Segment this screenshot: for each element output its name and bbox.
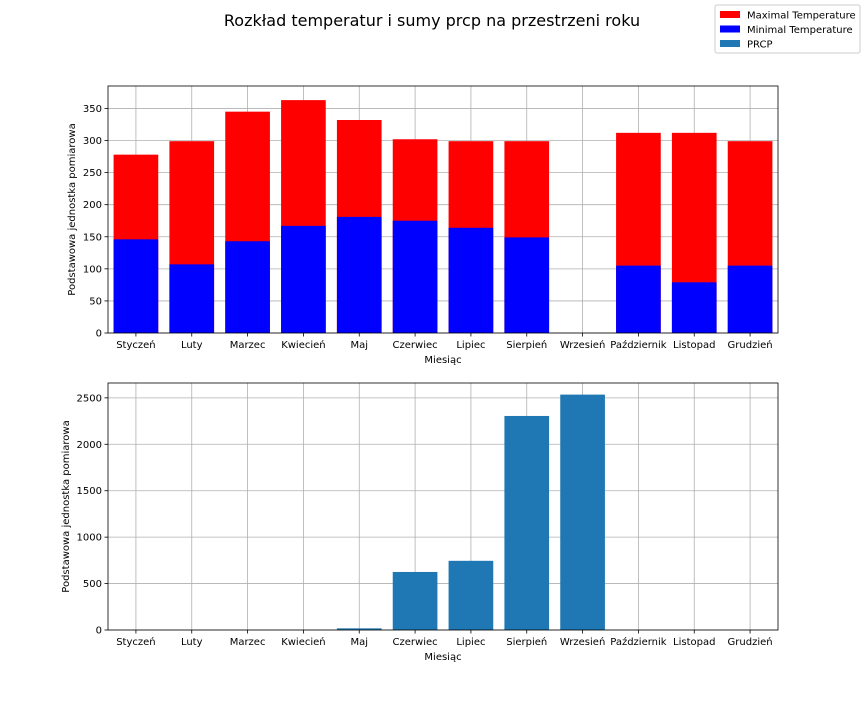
y-tick-label: 100 <box>83 264 102 275</box>
x-tick-label: Wrzesień <box>560 339 605 351</box>
y-tick-label: 200 <box>83 200 102 211</box>
bar-minimal-temperature <box>336 216 382 333</box>
x-tick-label: Marzec <box>230 340 266 351</box>
x-tick-label: Luty <box>181 340 203 351</box>
x-tick-label: Wrzesień <box>560 636 605 648</box>
y-axis-label: Podstawowa jednostka pomiarowa <box>61 420 72 592</box>
legend-swatch <box>720 11 740 18</box>
x-tick-label: Maj <box>350 637 368 648</box>
y-tick-label: 150 <box>83 232 102 243</box>
temperature-plot: 0 50 100 150 200 250 300 350 Styczeń Luty Marzec Kw… <box>67 85 779 366</box>
x-tick-label: Lipiec <box>456 340 485 351</box>
x-tick-label: Listopad <box>673 637 715 648</box>
x-tick-label: Kwiecień <box>281 636 325 648</box>
bar-minimal-temperature <box>225 241 270 333</box>
bar-minimal-temperature <box>169 264 215 333</box>
x-tick-label: Listopad <box>673 340 715 351</box>
legend-label: Maximal Temperature <box>747 11 856 22</box>
bar-prcp <box>504 415 550 630</box>
bar-prcp <box>392 571 438 630</box>
x-tick-label: Sierpień <box>506 339 547 351</box>
legend-swatch <box>720 40 740 47</box>
bar-prcp <box>560 394 605 630</box>
legend-label: PRCP <box>747 40 773 51</box>
y-tick-label: 350 <box>83 104 102 115</box>
x-tick-label: Październik <box>610 339 667 351</box>
bar-minimal-temperature <box>113 239 159 333</box>
bar-minimal-temperature <box>727 265 773 333</box>
bar-minimal-temperature <box>671 282 717 333</box>
legend-frame <box>714 4 861 54</box>
y-tick-label: 50 <box>89 296 102 307</box>
axes-frame <box>107 382 779 631</box>
bar-minimal-temperature <box>504 237 550 333</box>
bar-prcp <box>336 628 382 630</box>
y-tick-label: 2000 <box>77 440 102 451</box>
x-tick-label: Lipiec <box>456 637 485 648</box>
x-tick-label: Sierpień <box>506 636 547 648</box>
y-tick-label: 1000 <box>77 533 102 544</box>
x-tick-label: Grudzień <box>728 339 773 351</box>
y-axis-label: Podstawowa jednostka pomiarowa <box>67 123 78 295</box>
bar-minimal-temperature <box>392 220 438 333</box>
legend-swatch <box>720 25 740 33</box>
x-axis-label: Miesiąc <box>424 355 461 366</box>
x-tick-label: Kwiecień <box>281 339 325 351</box>
x-tick-label: Styczeń <box>116 636 155 648</box>
x-tick-label: Styczeń <box>116 339 155 351</box>
x-tick-label: Czerwiec <box>393 340 438 351</box>
bar-minimal-temperature <box>616 265 661 333</box>
legend: Maximal Temperature Minimal Temperature PR… <box>714 4 861 54</box>
x-tick-label: Grudzień <box>728 636 773 648</box>
bar-minimal-temperature <box>448 227 494 333</box>
axes-frame <box>107 85 779 334</box>
y-tick-label: 500 <box>83 579 102 590</box>
y-tick-label: 2500 <box>77 393 102 404</box>
x-tick-label: Październik <box>610 636 667 648</box>
precipitation-plot: 0 500 1000 1500 2000 2500 Styczeń Luty Marzec Kwi… <box>61 382 779 663</box>
y-tick-label: 250 <box>83 168 102 179</box>
x-axis-label: Miesiąc <box>424 652 461 663</box>
bar-minimal-temperature <box>281 225 326 333</box>
x-tick-label: Czerwiec <box>393 637 438 648</box>
chart-title: Rozkład temperatur i sumy prcp na przest… <box>224 11 640 30</box>
legend-label: Minimal Temperature <box>747 25 853 36</box>
y-tick-label: 0 <box>96 329 102 340</box>
x-tick-label: Maj <box>350 340 368 351</box>
x-tick-label: Luty <box>181 637 203 648</box>
y-tick-label: 300 <box>83 136 102 147</box>
bar-prcp <box>448 560 494 630</box>
x-tick-label: Marzec <box>230 637 266 648</box>
y-tick-label: 0 <box>96 626 102 637</box>
y-tick-label: 1500 <box>77 486 102 497</box>
